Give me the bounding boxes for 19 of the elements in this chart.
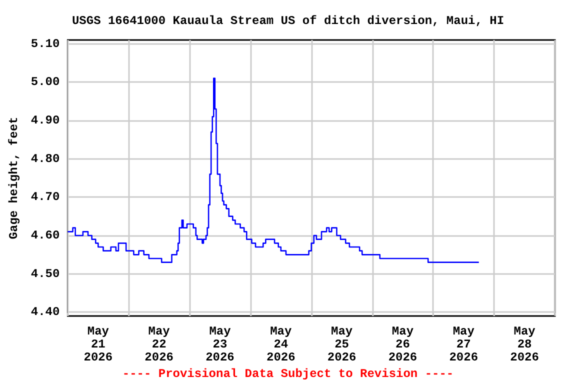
x-tick-label: May 25 2026 [327,324,356,364]
x-tick-label: May 28 2026 [510,324,539,364]
x-tick-label: May 21 2026 [84,324,113,364]
y-tick-label: 5.10 [30,36,60,51]
x-tick-label: May 27 2026 [449,324,478,364]
x-tick-label: May 26 2026 [388,324,418,364]
y-axis-title: Gage height, feet [7,116,21,240]
x-tick-label: May 22 2026 [144,324,174,364]
y-tick-label: 4.90 [30,114,60,128]
y-tick-label: 4.80 [30,152,60,166]
text: ---- Provisional Data Subject to Revision ---- [122,367,454,381]
y-tick-label: 4.70 [30,190,60,204]
chart-title: USGS 16641000 Kauaula Stream US of ditch diversion, Maui, HI [72,14,504,28]
y-tick-label: 4.40 [30,305,60,320]
x-tick-label: May 24 2026 [266,324,296,364]
y-tick-label: 4.60 [30,228,60,242]
y-tick-label: 4.50 [30,266,60,281]
x-tick-label: May 23 2026 [206,324,234,364]
y-tick-label: 5.00 [30,75,60,90]
